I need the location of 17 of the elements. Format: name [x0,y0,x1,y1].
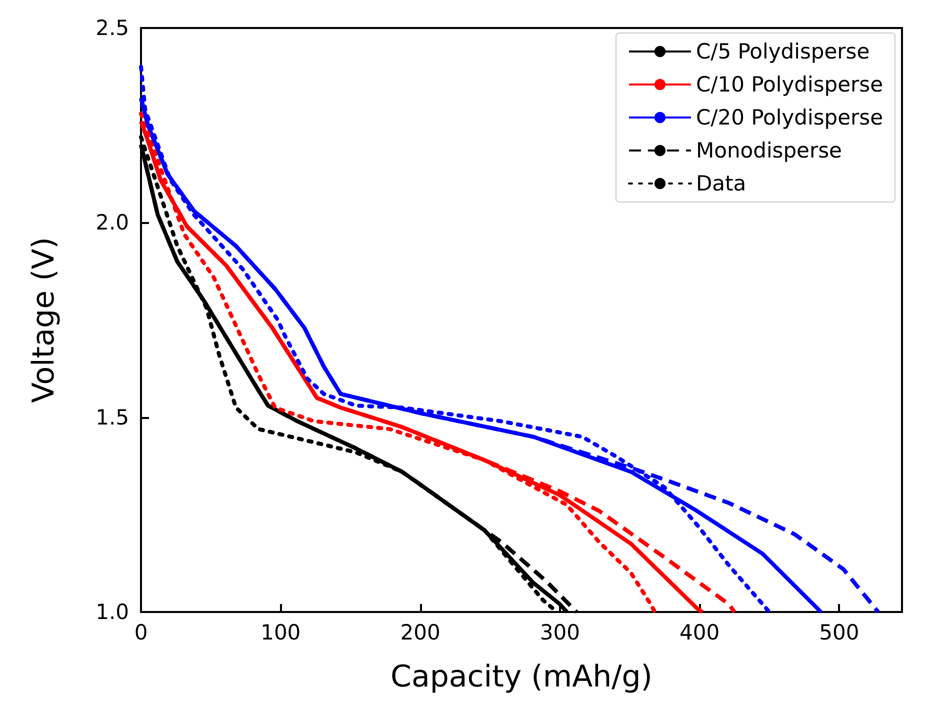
legend-label: Data [696,172,746,196]
x-tick-label: 0 [134,620,148,644]
x-axis-title: Capacity (mAh/g) [390,660,652,694]
y-tick-label: 2.0 [96,210,129,235]
x-tick-label: 300 [540,620,580,644]
y-tick-label: 1.5 [96,405,129,430]
x-tick-label: 500 [819,620,860,644]
legend-label: Monodisperse [696,138,842,162]
legend-label: C/20 Polydisperse [696,106,884,130]
y-tick-label: 1.0 [96,600,129,624]
x-tick-label: 200 [400,620,440,644]
y-axis-title: Voltage (V) [26,237,62,403]
legend-label: C/5 Polydisperse [696,40,870,64]
legend-label: C/10 Polydisperse [696,72,884,96]
y-tick-label: 2.5 [96,16,129,40]
x-tick-label: 400 [679,620,720,644]
x-tick-label: 100 [260,620,301,644]
